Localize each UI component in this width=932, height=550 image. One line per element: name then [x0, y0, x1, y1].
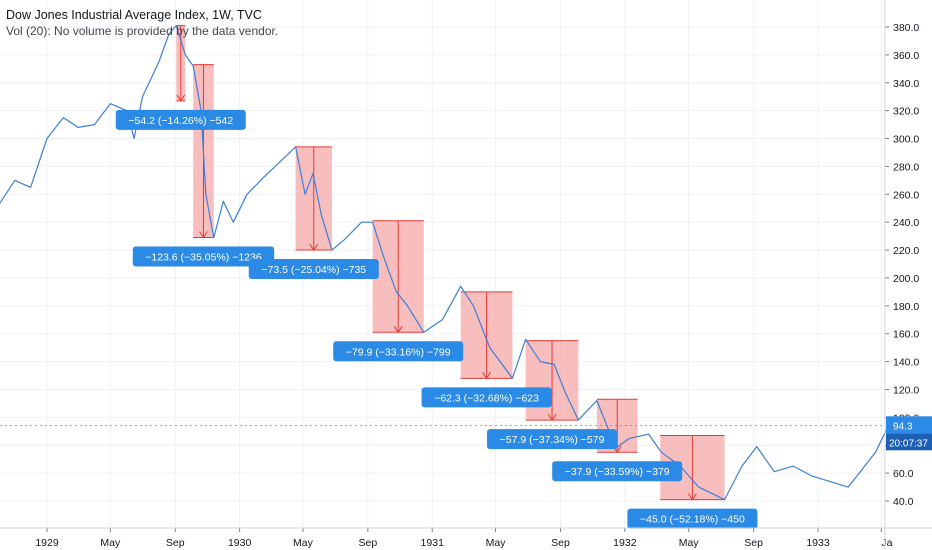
measure-label-text: −37.9 (−33.59%) −379: [565, 466, 670, 478]
x-tick-label: Sep: [166, 537, 185, 549]
price-tag-value: 94.3: [893, 421, 913, 432]
y-tick-label: 40.0: [893, 496, 914, 508]
x-tick-label: Sep: [744, 537, 763, 549]
x-tick-label: Ja: [881, 537, 892, 549]
x-tick-label: 1929: [35, 537, 59, 549]
measure-label-text: −54.2 (−14.26%) −542: [128, 115, 233, 127]
y-tick-label: 200.0: [893, 273, 919, 285]
measure-label-box: [421, 387, 552, 408]
y-tick-label: 260.0: [893, 189, 919, 201]
measure-label: −54.2 (−14.26%) −542: [115, 109, 246, 130]
measure-label: −79.9 (−33.16%) −799: [333, 341, 464, 362]
measure-arrow-head: [199, 231, 208, 239]
x-tick-label: May: [679, 537, 700, 549]
measure-label-box: [552, 461, 683, 482]
measure-arrow-head: [687, 493, 697, 501]
measure-label: −37.9 (−33.59%) −379: [552, 461, 683, 482]
grid: [0, 0, 885, 528]
y-tick-label: 120.0: [893, 384, 919, 396]
y-tick-label: 60.0: [893, 468, 914, 480]
chart-title: Dow Jones Industrial Average Index, 1W, …: [6, 8, 262, 22]
volume-note: Vol (20): No volume is provided by the d…: [6, 24, 279, 38]
measure-label-box: [132, 246, 275, 267]
y-tick-label: 360.0: [893, 50, 919, 62]
measure-label: −62.3 (−32.68%) −623: [421, 387, 552, 408]
x-tick-label: 1932: [613, 537, 637, 549]
x-tick-label: Sep: [551, 537, 570, 549]
y-tick-label: 160.0: [893, 329, 919, 341]
y-tick-label: 320.0: [893, 106, 919, 118]
measure-arrow-head: [309, 243, 319, 251]
x-tick-label: 1933: [806, 537, 830, 549]
measure-label-box: [248, 259, 379, 280]
x-tick-label: Sep: [359, 537, 378, 549]
measure-arrow-head: [393, 326, 403, 334]
y-tick-label: 280.0: [893, 161, 919, 173]
measure-label-text: −73.5 (−25.04%) −735: [261, 264, 366, 276]
y-tick-label: 300.0: [893, 134, 919, 146]
x-tick-label: May: [100, 537, 121, 549]
measure-label-text: −123.6 (−35.05%) −1236: [145, 252, 262, 264]
measure-label-text: −45.0 (−52.18%) −450: [640, 514, 745, 526]
y-tick-label: 240.0: [893, 217, 919, 229]
x-tick-label: 1930: [228, 537, 252, 549]
y-tick-label: 380.0: [893, 22, 919, 34]
measure-label-text: −79.9 (−33.16%) −799: [346, 346, 451, 358]
measure-label-box: [487, 429, 618, 450]
measurement-labels: −54.2 (−14.26%) −542 −123.6 (−35.05%) −12…: [115, 109, 758, 529]
x-tick-label: May: [293, 537, 314, 549]
measure-arrow-head: [547, 413, 557, 422]
price-tag-time-box: [886, 433, 932, 451]
measure-label-box: [115, 109, 246, 130]
measure-arrow-head: [176, 94, 186, 102]
y-tick-label: 220.0: [893, 245, 919, 257]
measure-label: −45.0 (−52.18%) −450: [627, 508, 758, 529]
measure-label-text: −57.9 (−37.34%) −579: [500, 434, 605, 446]
measure-label: −57.9 (−37.34%) −579: [487, 429, 618, 450]
measure-arrow-head: [482, 372, 492, 380]
measure-label: −73.5 (−25.04%) −735: [248, 259, 379, 280]
y-tick-label: 140.0: [893, 357, 919, 369]
measure-label-box: [333, 341, 464, 362]
price-tag-box: [886, 416, 932, 434]
measure-label-box: [627, 508, 758, 529]
y-tick-label: 340.0: [893, 78, 919, 90]
x-tick-label: May: [486, 537, 507, 549]
x-tick-label: 1931: [421, 537, 445, 549]
measure-label: −123.6 (−35.05%) −1236: [132, 246, 275, 267]
price-tag-time: 20:07:37: [889, 438, 928, 449]
y-tick-label: 180.0: [893, 301, 919, 313]
measure-label-text: −62.3 (−32.68%) −623: [434, 392, 539, 404]
